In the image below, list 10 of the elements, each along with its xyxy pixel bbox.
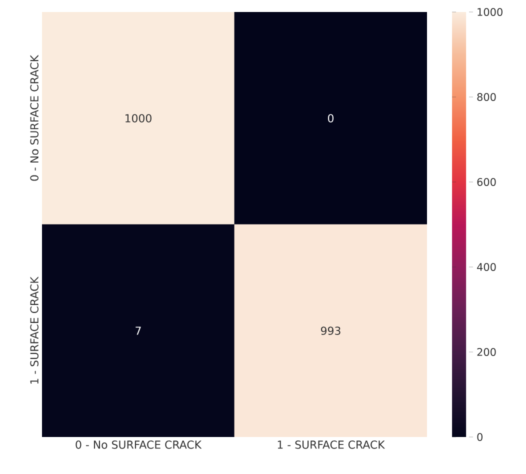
color-bar-label: 1000 (478, 8, 502, 16)
data-label: 0 (328, 114, 334, 122)
color-bar-label: 600 (477, 178, 496, 186)
color-bar-label: 0 (477, 433, 482, 441)
color-bar-label: 800 (477, 93, 496, 101)
data-label: 1000 (126, 114, 152, 122)
data-label: 7 (136, 326, 141, 335)
color-bar-label: 200 (477, 348, 496, 356)
color-bar-label: 400 (477, 263, 496, 271)
data-label: 993 (320, 326, 340, 335)
